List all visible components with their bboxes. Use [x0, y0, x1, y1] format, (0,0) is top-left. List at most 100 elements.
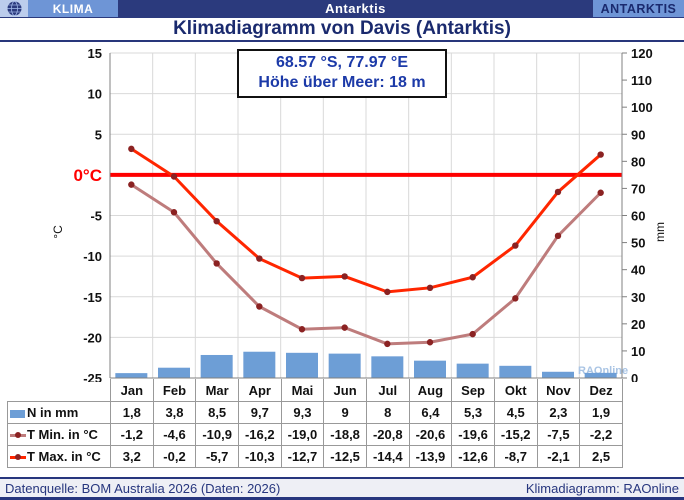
table-value-cell: -18,8	[323, 423, 367, 446]
data-point-marker	[298, 274, 306, 282]
precip-bar	[584, 372, 617, 378]
line-legend-icon	[10, 453, 26, 462]
right-axis-unit-label: mm	[653, 222, 667, 242]
left-axis-unit-label: °C	[51, 225, 65, 239]
month-header-cell: Dez	[579, 379, 623, 402]
climate-table: Jan Feb Mar Apr Mai Jun Jul Aug Sep Okt Nov Dez N in…	[7, 379, 623, 468]
left-tick-label: -25	[83, 371, 102, 382]
data-point-marker	[426, 284, 434, 292]
table-value-cell: 6,4	[408, 401, 453, 424]
credit-text: Klimadiagramm: RAOnline	[525, 480, 679, 496]
precip-bar	[200, 354, 233, 378]
table-value-cell: 5,3	[451, 401, 495, 424]
data-point-marker	[341, 273, 348, 280]
series-label: N in mm	[27, 405, 79, 420]
table-value-cell: -19,0	[280, 423, 325, 446]
data-point-marker	[341, 324, 348, 331]
right-tick-label: 70	[631, 181, 645, 196]
left-tick-label: 15	[88, 46, 102, 61]
data-point-marker	[256, 255, 263, 262]
table-value-cell: -5,7	[195, 445, 239, 468]
right-tick-label: 10	[631, 344, 645, 359]
data-point-marker	[512, 295, 519, 302]
precip-bar	[456, 363, 489, 378]
month-header-cell: Jun	[323, 379, 367, 402]
table-value-cell: 9,7	[237, 401, 282, 424]
left-tick-label: 10	[88, 87, 102, 102]
left-tick-label: -20	[83, 330, 102, 345]
series-label: T Min. in °C	[27, 427, 98, 442]
table-value-cell: -12,6	[451, 445, 495, 468]
table-row: T Max. in °C 3,2 -0,2 -5,7 -10,3 -12,7 -12,5 -1…	[7, 445, 623, 468]
data-point-marker	[384, 288, 391, 296]
table-value-cell: 1,8	[110, 401, 154, 424]
table-value-cell: -19,6	[451, 423, 495, 446]
data-point-marker	[512, 242, 519, 249]
precip-bar	[115, 373, 148, 378]
table-value-cell: -16,2	[237, 423, 282, 446]
table-value-cell: -15,2	[493, 423, 538, 446]
nav-item-klima[interactable]: KLIMA	[28, 0, 118, 17]
table-value-cell: -10,3	[237, 445, 282, 468]
table-value-cell: -10,9	[195, 423, 239, 446]
table-value-cell: 4,5	[493, 401, 538, 424]
table-value-cell: -12,7	[280, 445, 325, 468]
right-tick-label: 90	[631, 127, 645, 142]
data-point-marker	[384, 340, 391, 348]
data-point-marker	[298, 326, 306, 333]
line-legend-icon	[10, 431, 26, 440]
left-tick-label: -10	[83, 249, 102, 264]
data-point-marker	[597, 189, 604, 196]
data-point-marker	[469, 330, 476, 338]
precip-bar	[286, 352, 318, 378]
table-value-cell: -20,6	[408, 423, 453, 446]
right-tick-label: 100	[631, 100, 653, 115]
table-value-cell: -14,4	[365, 445, 410, 468]
month-header-cell: Mar	[195, 379, 239, 402]
precip-bar	[542, 371, 574, 378]
nav-item-antarktis[interactable]: ANTARKTIS	[593, 0, 684, 17]
right-tick-label: 0	[631, 371, 638, 382]
table-value-cell: 1,9	[579, 401, 623, 424]
table-value-cell: -0,2	[152, 445, 197, 468]
table-value-cell: -1,2	[110, 423, 154, 446]
data-point-marker	[170, 209, 178, 216]
page-title: Klimadiagramm von Davis (Antarktis)	[173, 18, 511, 39]
month-header-cell: Okt	[493, 379, 538, 402]
table-value-cell: 3,8	[152, 401, 197, 424]
nav-item-klima-label: KLIMA	[52, 1, 94, 16]
month-header-cell: Jul	[365, 379, 410, 402]
table-value-cell: 9	[323, 401, 367, 424]
month-header-cell: Mai	[280, 379, 325, 402]
data-point-marker	[597, 151, 604, 158]
nav-region-title-label: Antarktis	[325, 1, 386, 16]
month-header-cell: Aug	[408, 379, 453, 402]
location-coordinates: 68.57 °S, 77.97 °E	[276, 54, 408, 71]
top-nav-bar: KLIMA Antarktis ANTARKTIS	[0, 0, 684, 18]
series-label-cell: N in mm	[7, 401, 111, 424]
table-value-cell: -7,5	[536, 423, 581, 446]
month-header-cell: Nov	[536, 379, 581, 402]
table-row: N in mm 1,8 3,8 8,5 9,7 9,3 9 8 6,4 5,3 4,5 2,3 1,9	[7, 401, 623, 424]
table-value-cell: -20,8	[365, 423, 410, 446]
data-point-marker	[256, 303, 263, 310]
globe-segment	[0, 0, 28, 17]
precip-bar	[371, 356, 404, 378]
precip-bar	[158, 367, 190, 378]
footer-bar: Datenquelle: BOM Australia 2026 (Daten: …	[0, 477, 684, 500]
title-bar: Klimadiagramm von Davis (Antarktis)	[0, 18, 684, 42]
left-tick-label: -5	[90, 209, 102, 224]
precip-bar	[414, 360, 446, 378]
series-label: T Max. in °C	[27, 449, 101, 464]
right-tick-label: 30	[631, 290, 645, 305]
right-tick-label: 40	[631, 263, 645, 278]
table-corner-blank	[8, 379, 111, 402]
data-point-marker	[213, 260, 220, 267]
table-value-cell: 2,5	[579, 445, 623, 468]
series-label-cell: T Min. in °C	[7, 423, 111, 446]
right-tick-label: 110	[631, 73, 652, 88]
data-point-marker	[213, 217, 220, 225]
data-point-marker	[554, 232, 562, 240]
month-header-cell: Sep	[451, 379, 495, 402]
table-value-cell: -4,6	[152, 423, 197, 446]
